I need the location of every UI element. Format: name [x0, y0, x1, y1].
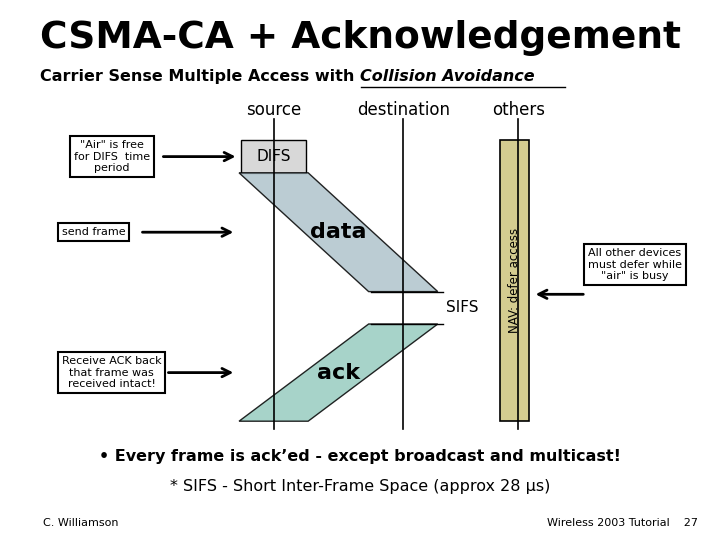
Polygon shape — [500, 140, 529, 421]
Text: destination: destination — [356, 101, 450, 119]
Text: Receive ACK back
that frame was
received intact!: Receive ACK back that frame was received… — [62, 356, 161, 389]
Text: Wireless 2003 Tutorial    27: Wireless 2003 Tutorial 27 — [547, 518, 698, 528]
Text: Carrier Sense Multiple Access with: Carrier Sense Multiple Access with — [40, 69, 360, 84]
Text: SIFS: SIFS — [446, 300, 479, 315]
Text: "Air" is free
for DIFS  time
period: "Air" is free for DIFS time period — [73, 140, 150, 173]
Text: DIFS: DIFS — [256, 149, 291, 164]
Text: Collision Avoidance: Collision Avoidance — [360, 69, 535, 84]
Text: All other devices
must defer while
"air" is busy: All other devices must defer while "air"… — [588, 248, 682, 281]
Polygon shape — [239, 173, 438, 292]
Text: data: data — [310, 222, 366, 242]
Polygon shape — [239, 324, 438, 421]
Text: • Every frame is ack’ed - except broadcast and multicast!: • Every frame is ack’ed - except broadca… — [99, 449, 621, 464]
Polygon shape — [241, 140, 306, 173]
Text: others: others — [492, 101, 545, 119]
Text: ack: ack — [317, 362, 360, 383]
Text: send frame: send frame — [62, 227, 125, 237]
Text: C. Williamson: C. Williamson — [43, 518, 119, 528]
Text: CSMA-CA + Acknowledgement: CSMA-CA + Acknowledgement — [40, 20, 680, 56]
Text: source: source — [246, 101, 301, 119]
Text: NAV: defer access: NAV: defer access — [508, 228, 521, 333]
Text: * SIFS - Short Inter-Frame Space (approx 28 μs): * SIFS - Short Inter-Frame Space (approx… — [170, 478, 550, 494]
